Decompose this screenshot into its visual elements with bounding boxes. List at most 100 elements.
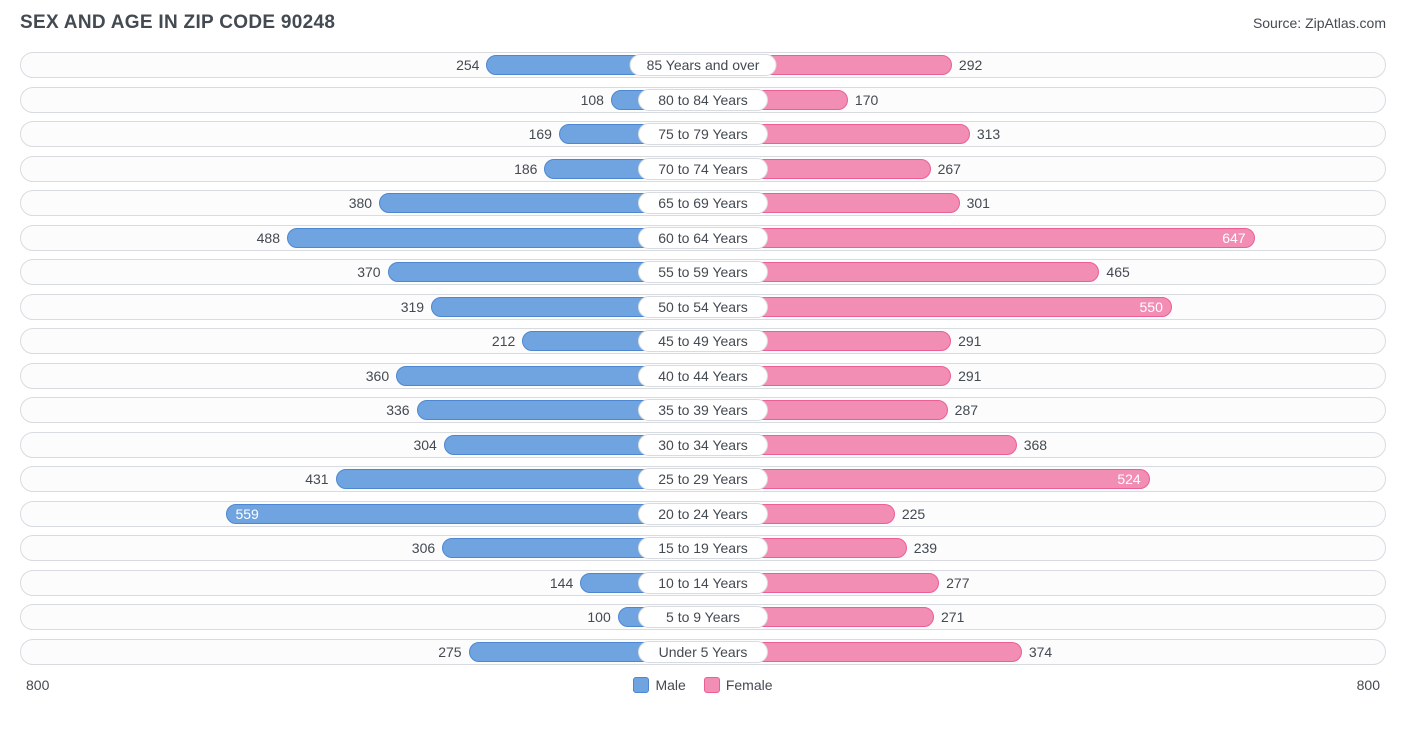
pyramid-row: 30436830 to 34 Years (20, 432, 1386, 458)
male-half: 108 (21, 88, 703, 112)
chart-source: Source: ZipAtlas.com (1253, 15, 1386, 31)
female-value: 647 (1214, 230, 1253, 246)
legend-male: Male (633, 677, 685, 693)
male-value: 212 (484, 333, 523, 349)
male-value: 186 (506, 161, 545, 177)
pyramid-row: 212 29145 to 49 Years (20, 328, 1386, 354)
male-half: 336 (21, 398, 703, 422)
male-half: 254 (21, 53, 703, 77)
female-value: 267 (930, 161, 969, 177)
age-label-pill: 65 to 69 Years (638, 192, 768, 214)
axis-max-left: 800 (26, 677, 49, 693)
male-value: 488 (249, 230, 288, 246)
male-value: 306 (404, 540, 443, 556)
male-half: 319 (21, 295, 703, 319)
age-label-pill: 25 to 29 Years (638, 468, 768, 490)
female-value: 287 (947, 402, 986, 418)
chart-footer: 800 Male Female 800 (20, 673, 1386, 697)
age-label-pill: 20 to 24 Years (638, 503, 768, 525)
legend: Male Female (633, 677, 772, 693)
male-value: 108 (573, 92, 612, 108)
female-value: 225 (894, 506, 933, 522)
female-bar: 647 (703, 228, 1255, 248)
pyramid-row: 169 313 75 to 79 Years (20, 121, 1386, 147)
female-half: 170 (703, 88, 1385, 112)
legend-female: Female (704, 677, 773, 693)
female-value: 550 (1132, 299, 1171, 315)
male-half: 304 (21, 433, 703, 457)
female-half: 271 (703, 605, 1385, 629)
legend-female-label: Female (726, 677, 773, 693)
pyramid-row: 14427710 to 14 Years (20, 570, 1386, 596)
female-half: 301 (703, 191, 1385, 215)
pyramid-row: 186 267 70 to 74 Years (20, 156, 1386, 182)
female-half: 550 (703, 295, 1385, 319)
male-half: 275 (21, 640, 703, 664)
age-label-pill: 45 to 49 Years (638, 330, 768, 352)
male-value: 254 (448, 57, 487, 73)
female-value: 239 (906, 540, 945, 556)
male-value: 431 (297, 471, 336, 487)
chart-title: SEX AND AGE IN ZIP CODE 90248 (20, 12, 335, 34)
female-bar: 524 (703, 469, 1150, 489)
male-value: 380 (341, 195, 380, 211)
male-value: 100 (579, 609, 618, 625)
age-label-pill: 70 to 74 Years (638, 158, 768, 180)
female-half: 374 (703, 640, 1385, 664)
male-half: 186 (21, 157, 703, 181)
pyramid-row: 108 170 80 to 84 Years (20, 87, 1386, 113)
pyramid-row: 431 524 25 to 29 Years (20, 466, 1386, 492)
pyramid-row: 380 301 65 to 69 Years (20, 190, 1386, 216)
age-label-pill: 5 to 9 Years (638, 606, 768, 628)
male-value: 360 (358, 368, 397, 384)
male-value: 336 (378, 402, 417, 418)
female-half: 225 (703, 502, 1385, 526)
male-half: 212 (21, 329, 703, 353)
pyramid-row: 100 2715 to 9 Years (20, 604, 1386, 630)
male-half: 431 (21, 467, 703, 491)
pyramid-row: 37046555 to 59 Years (20, 259, 1386, 285)
pyramid-row: 559 225 20 to 24 Years (20, 501, 1386, 527)
pyramid-row: 319 550 50 to 54 Years (20, 294, 1386, 320)
age-label-pill: 15 to 19 Years (638, 537, 768, 559)
chart-header: SEX AND AGE IN ZIP CODE 90248 Source: Zi… (20, 12, 1386, 34)
male-value: 559 (227, 506, 266, 522)
pyramid-row: 488 647 60 to 64 Years (20, 225, 1386, 251)
age-label-pill: 55 to 59 Years (638, 261, 768, 283)
age-label-pill: 10 to 14 Years (638, 572, 768, 594)
male-half: 488 (21, 226, 703, 250)
male-half: 360 (21, 364, 703, 388)
age-label-pill: Under 5 Years (638, 641, 768, 663)
female-half: 291 (703, 364, 1385, 388)
age-label-pill: 80 to 84 Years (638, 89, 768, 111)
age-label-pill: 75 to 79 Years (638, 123, 768, 145)
pyramid-row: 275 374 Under 5 Years (20, 639, 1386, 665)
female-swatch-icon (704, 677, 720, 693)
male-half: 306 (21, 536, 703, 560)
female-value: 374 (1021, 644, 1060, 660)
male-half: 144 (21, 571, 703, 595)
age-label-pill: 50 to 54 Years (638, 296, 768, 318)
female-value: 524 (1109, 471, 1148, 487)
age-label-pill: 40 to 44 Years (638, 365, 768, 387)
female-half: 465 (703, 260, 1385, 284)
female-half: 368 (703, 433, 1385, 457)
age-label-pill: 35 to 39 Years (638, 399, 768, 421)
female-value: 465 (1098, 264, 1137, 280)
female-value: 301 (959, 195, 998, 211)
male-value: 319 (393, 299, 432, 315)
female-half: 239 (703, 536, 1385, 560)
female-value: 170 (847, 92, 886, 108)
female-value: 291 (950, 368, 989, 384)
male-bar: 559 (226, 504, 703, 524)
female-value: 292 (951, 57, 990, 73)
female-value: 313 (969, 126, 1008, 142)
age-label-pill: 30 to 34 Years (638, 434, 768, 456)
age-label-pill: 60 to 64 Years (638, 227, 768, 249)
female-half: 267 (703, 157, 1385, 181)
pyramid-row: 25429285 Years and over (20, 52, 1386, 78)
male-half: 100 (21, 605, 703, 629)
male-half: 169 (21, 122, 703, 146)
female-half: 277 (703, 571, 1385, 595)
female-half: 291 (703, 329, 1385, 353)
